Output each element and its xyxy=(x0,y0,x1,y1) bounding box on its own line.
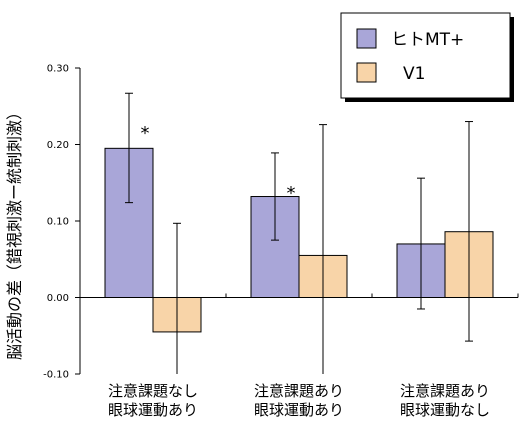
y-tick-label: 0.10 xyxy=(47,217,69,228)
significance-marker: * xyxy=(141,123,150,144)
y-tick-label: 0.00 xyxy=(47,293,69,304)
x-tick-label: 注意課題あり xyxy=(400,382,490,400)
y-tick-label: -0.10 xyxy=(43,370,69,381)
x-tick-label: 眼球運動あり xyxy=(108,401,198,419)
legend-box xyxy=(340,12,511,99)
significance-marker: * xyxy=(287,183,296,204)
x-tick-label: 注意課題なし xyxy=(108,382,198,400)
legend-label: ヒトMT+ xyxy=(391,30,464,50)
legend-swatch xyxy=(356,62,377,83)
legend: ヒトMT+ V1 xyxy=(340,12,514,102)
x-tick-label: 眼球運動なし xyxy=(400,401,490,419)
plot-area: ** xyxy=(80,92,519,374)
x-tick-label: 眼球運動あり xyxy=(254,401,344,419)
y-axis-label: 脳活動の差（錯視刺激ー統制刺激） xyxy=(5,104,24,360)
y-axis: -0.10 0.00 0.10 0.20 0.30 xyxy=(43,64,81,381)
y-tick-label: 0.30 xyxy=(47,64,69,75)
x-tick-label: 注意課題あり xyxy=(254,382,344,400)
legend-label: V1 xyxy=(403,64,425,84)
y-tick-label: 0.20 xyxy=(47,140,69,151)
legend-swatch xyxy=(356,28,377,49)
